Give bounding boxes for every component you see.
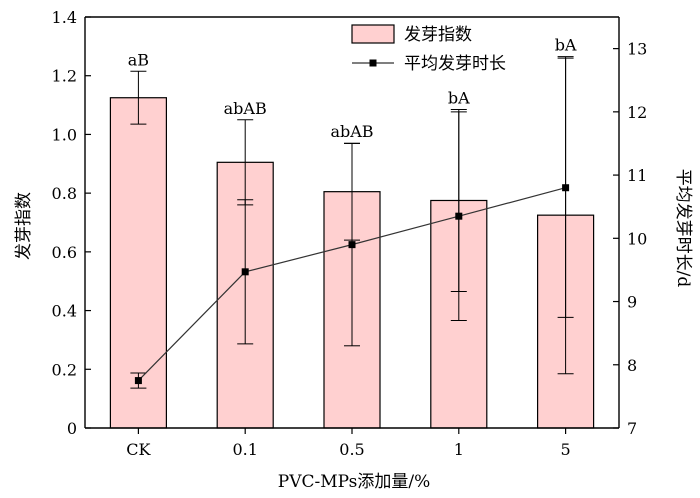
y-axis-right-title: 平均发芽时长/d (673, 169, 693, 288)
bar-error-bar-2 (237, 119, 254, 206)
y-right-tick-label-1: 7 (627, 419, 637, 438)
y-right-tick-label-5: 11 (627, 166, 647, 185)
y-tick-label-8: 1.4 (52, 8, 77, 27)
bar-error-bar-4 (450, 108, 467, 292)
line-point-3 (348, 241, 356, 249)
y-axis-title: 发芽指数 (14, 192, 34, 260)
y-right-tick-label-6: 12 (627, 103, 647, 122)
significance-label-4: bA (448, 88, 470, 107)
x-tick-label-5: 5 (561, 440, 571, 459)
significance-label-2: abAB (224, 99, 267, 118)
y-right-tick-label-2: 8 (627, 356, 637, 375)
significance-label-1: aB (128, 50, 149, 69)
x-axis-title: PVC-MPs添加量/% (278, 472, 430, 492)
x-tick-label-1: CK (126, 440, 151, 459)
y-right-tick-label-7: 13 (627, 40, 647, 59)
line-point-4 (455, 212, 463, 220)
line-point-1 (134, 377, 142, 385)
y-tick-label-3: 0.4 (52, 302, 77, 321)
plot-area: aB abAB abAB bA bA (109, 36, 595, 429)
bar-error-bar-1 (130, 70, 147, 125)
y-tick-label-7: 1.2 (52, 67, 77, 86)
y-tick-label-2: 0.2 (52, 360, 77, 379)
significance-label-5: bA (555, 36, 577, 55)
axes: 0 0.2 0.4 0.6 0.8 1.0 1.2 1.4 7 8 9 10 11 12 13 CK 0.1 0.… (52, 8, 648, 459)
y-tick-label-6: 1.0 (52, 125, 77, 144)
x-tick-label-4: 1 (454, 440, 464, 459)
legend-swatch-bar (351, 24, 395, 44)
legend-label-bar: 发芽指数 (404, 25, 472, 45)
line-point-2 (241, 268, 249, 276)
significance-label-3: abAB (330, 122, 373, 141)
y-right-tick-label-3: 9 (627, 293, 637, 312)
y-tick-label-5: 0.8 (52, 184, 77, 203)
legend-label-line: 平均发芽时长 (404, 54, 506, 74)
line-point-5 (562, 184, 570, 192)
y-tick-label-1: 0 (67, 419, 77, 438)
bar-error-bar-5 (557, 56, 574, 375)
bar-error-bar-3 (344, 142, 360, 241)
y-tick-label-4: 0.6 (52, 243, 77, 262)
x-tick-label-2: 0.1 (232, 440, 257, 459)
legend-marker (369, 59, 377, 67)
y-right-tick-label-4: 10 (627, 229, 647, 248)
x-tick-label-3: 0.5 (339, 440, 364, 459)
